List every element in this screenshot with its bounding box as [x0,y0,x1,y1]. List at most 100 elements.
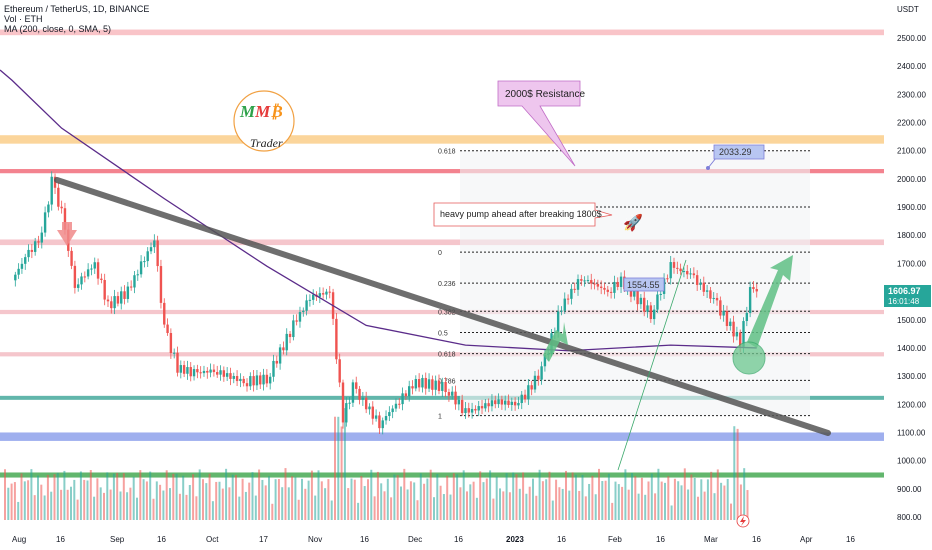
volume-bar [736,428,739,520]
price-tick-label: 1500.00 [897,316,926,325]
downtrend-line[interactable] [54,177,831,436]
candle-body [182,365,186,374]
zone-red[interactable] [0,169,884,174]
volume-bar [70,486,72,520]
volume-bar [624,469,627,520]
price-axis[interactable]: 2500.00 2400.00 2300.00 2200.00 2100.00 2000.… [897,34,926,522]
volume-bar [268,476,270,520]
symbol-title[interactable]: Ethereum / TetherUS, 1D, BINANCE [4,4,150,14]
volume-bar [225,468,228,520]
chart-legend: Ethereum / TetherUS, 1D, BINANCE Vol · E… [4,4,149,34]
candle-body [262,374,265,385]
candle-body [192,369,196,377]
candle-body [394,403,398,409]
entry-circle[interactable] [732,341,766,375]
candles [14,171,758,435]
zone-orange[interactable] [0,135,884,144]
candle-body [106,299,110,302]
candle-body [245,383,249,387]
volume-bar [594,494,597,520]
fib-label: 0.786 [438,378,456,385]
candle-body [464,408,467,414]
volume-bar [248,482,251,520]
candle-body [533,375,537,390]
candle-body [437,380,441,391]
volume-bar [46,474,49,520]
volume-bar [505,473,508,520]
candle-body [384,416,388,421]
time-tick-label: 16 [752,535,761,544]
up-arrow-green-1[interactable] [543,322,568,362]
volume-bar [687,489,690,520]
resistance-callout[interactable]: 2000$ Resistance [497,80,585,167]
candle-body [371,406,374,419]
volume-bar [330,500,333,520]
last-price-text: 1606.97 [888,286,921,296]
volume-bar [406,489,409,520]
zone-pink-1780[interactable] [0,239,884,246]
volume-legend[interactable]: Vol · ETH [4,14,43,24]
up-arrow-green-2[interactable] [747,255,793,348]
candle-body [484,403,487,409]
candle-body [275,360,278,364]
candle-body [652,309,656,320]
volume-bar [446,475,449,520]
volume-bar [334,416,336,520]
candle-body [355,382,358,389]
volume-bar [673,478,676,520]
candle-body [739,332,742,347]
volume-bar [297,499,300,520]
volume-bar [637,493,640,520]
volume-bar [601,481,604,520]
pump-note[interactable]: heavy pump ahead after breaking 1800$ [433,202,613,227]
zone-blue[interactable] [0,432,884,441]
volume-bar [706,479,709,520]
time-axis[interactable]: Aug 16 Sep 16 Oct 17 Nov 16 Dec 16 2023 16 Feb 16 Mar 1… [12,535,855,544]
candle-body [497,399,500,405]
candle-body [474,408,477,411]
volume-bar [149,471,152,520]
volume-bar [96,478,99,520]
volume-bar [324,488,327,520]
volume-bar [634,476,637,520]
zone-pink-1530[interactable] [0,309,884,315]
candle-body [729,321,732,327]
volume-bar [79,471,82,520]
volume-bar [508,492,511,520]
candle-body [583,280,586,282]
zone-teal[interactable] [0,395,884,400]
time-tick-label: 16 [157,535,166,544]
volume-bar [258,469,261,520]
candle-body [159,266,163,303]
volume-bar [627,489,630,520]
down-arrow-red[interactable] [57,222,77,246]
zone-pink-1380[interactable] [0,352,884,357]
volume-bar [122,473,125,520]
zone-green[interactable] [0,472,884,478]
volume-bar [178,493,181,520]
zone-top-pink[interactable] [0,29,884,36]
volume-bar [568,490,571,520]
price-tick-label: 2500.00 [897,34,926,43]
lightning-icon[interactable] [736,514,750,528]
inner-price-label[interactable]: 1554.55 [623,277,665,292]
candle-body [63,208,67,230]
candle-body [639,297,643,305]
thin-trend-line[interactable] [617,259,687,471]
volume-bar [136,497,138,520]
candle-body [666,278,669,280]
ma-legend[interactable]: MA (200, close, 0, SMA, 5) [4,24,112,34]
volume-bar [112,473,115,520]
volume-bar [238,496,241,520]
target-price-label[interactable]: 2033.29 [706,144,765,170]
candle-body [636,290,639,305]
volume-bar [700,479,703,520]
countdown-text: 16:01:48 [888,297,920,306]
volume-bar [545,479,548,520]
price-tick-label: 1800.00 [897,231,926,240]
volume-bar [584,496,587,520]
volume-bar [538,469,541,520]
candle-body [705,290,709,292]
candle-body [305,300,308,311]
